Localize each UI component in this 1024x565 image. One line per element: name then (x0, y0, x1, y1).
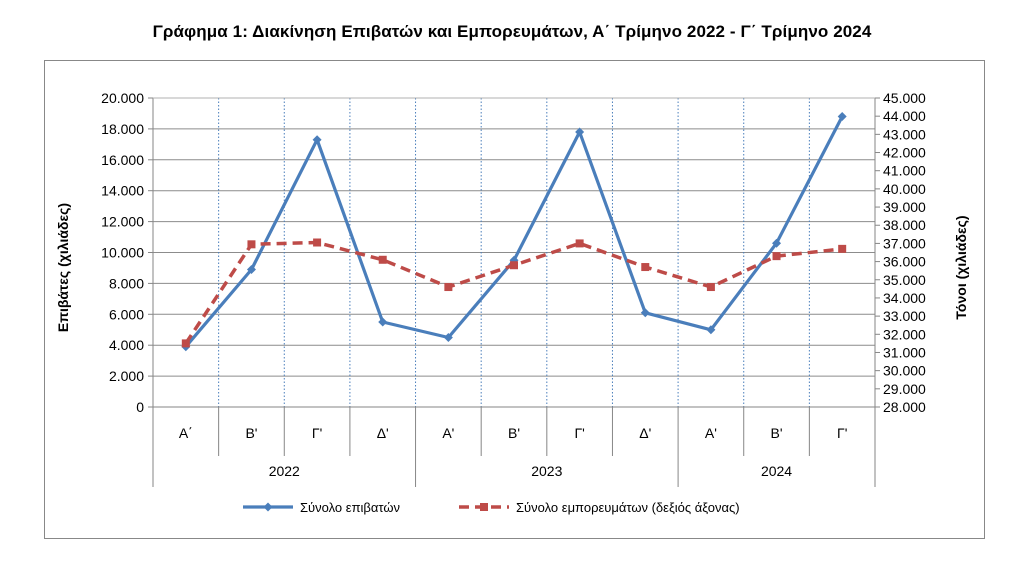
chart-frame (44, 60, 985, 539)
y2-tick-label: 41.000 (883, 163, 926, 179)
x-tick-label: Α΄ (179, 425, 193, 441)
y2-tick-label: 34.000 (883, 290, 926, 306)
y-tick-label: 18.000 (101, 121, 144, 137)
x-tick-label: Γ' (312, 425, 322, 441)
series-0-point (837, 112, 847, 122)
legend-marker-0 (263, 502, 273, 512)
series-1-point (772, 252, 781, 261)
legend-label-1: Σύνολο εμπορευμάτων (δεξιός άξονας) (516, 500, 740, 515)
year-label: 2024 (761, 463, 792, 479)
x-tick-label: Γ' (574, 425, 584, 441)
series-0-point (312, 135, 322, 145)
y2-tick-label: 36.000 (883, 254, 926, 270)
y2-tick-label: 40.000 (883, 181, 926, 197)
y2-tick-label: 33.000 (883, 308, 926, 324)
series-layer (181, 112, 847, 352)
series-1-point (510, 261, 518, 270)
y2-tick-label: 43.000 (883, 126, 926, 142)
legend-label-0: Σύνολο επιβατών (300, 500, 400, 515)
y2-tick-label: 35.000 (883, 272, 926, 288)
y2-tick-label: 31.000 (883, 344, 926, 360)
series-0-point (378, 317, 388, 327)
x-tick-label: Α' (442, 425, 454, 441)
y-tick-label: 0 (136, 399, 144, 415)
x-tick-label: Β' (771, 425, 783, 441)
y2-tick-label: 37.000 (883, 235, 926, 251)
x-tick-label: Δ' (639, 425, 651, 441)
y2-tick-label: 42.000 (883, 145, 926, 161)
y2-tick-label: 44.000 (883, 108, 926, 124)
y-tick-label: 10.000 (101, 245, 144, 261)
series-0-point (443, 332, 453, 342)
series-1-point (641, 263, 650, 272)
year-label: 2022 (269, 463, 300, 479)
y2-tick-label: 38.000 (883, 217, 926, 233)
series-0-point (640, 308, 650, 318)
y2-axis-title: Τόνοι (χιλιάδες) (953, 215, 969, 319)
series-1-point (247, 240, 256, 249)
x-tick-label: Β' (245, 425, 257, 441)
series-0-point (246, 264, 256, 274)
y-tick-label: 6.000 (109, 306, 144, 322)
labels-layer: 0 2.000 4.000 6.000 8.000 10.000 12.000 14.000 1… (55, 90, 969, 479)
y2-tick-label: 29.000 (883, 381, 926, 397)
y2-tick-label: 45.000 (883, 90, 926, 106)
y-tick-label: 2.000 (109, 368, 144, 384)
year-label: 2023 (531, 463, 562, 479)
series-1-point (575, 239, 584, 248)
series-0-point (706, 325, 716, 335)
y2-tick-label: 28.000 (883, 399, 926, 415)
x-tick-label: Β' (508, 425, 520, 441)
series-1-point (838, 244, 847, 253)
y-tick-label: 12.000 (101, 214, 144, 230)
y-tick-label: 4.000 (109, 337, 144, 353)
legend-marker-1 (480, 503, 488, 511)
y-tick-label: 16.000 (101, 152, 144, 168)
legend-layer: Σύνολο επιβατών Σύνολο εμπορευμάτων (δεξι… (243, 500, 740, 515)
y-axis-title: Επιβάτες (χιλιάδες) (55, 203, 71, 332)
y-tick-label: 14.000 (101, 183, 144, 199)
x-tick-label: Α' (705, 425, 717, 441)
series-0-point (772, 238, 782, 248)
x-tick-label: Γ' (837, 425, 847, 441)
y2-tick-label: 39.000 (883, 199, 926, 215)
y2-tick-label: 32.000 (883, 326, 926, 342)
y-tick-label: 20.000 (101, 90, 144, 106)
y2-tick-label: 30.000 (883, 363, 926, 379)
series-1-point (706, 283, 715, 292)
series-0-point (575, 127, 585, 137)
axes-layer (148, 97, 880, 487)
x-tick-label: Δ' (377, 425, 389, 441)
series-1-point (444, 283, 453, 292)
series-1-point (313, 238, 322, 247)
y-tick-label: 8.000 (109, 275, 144, 291)
chart-title: Γράφημα 1: Διακίνηση Επιβατών και Εμπορε… (152, 22, 872, 41)
series-1-point (378, 255, 387, 264)
series-1-point (181, 339, 190, 348)
